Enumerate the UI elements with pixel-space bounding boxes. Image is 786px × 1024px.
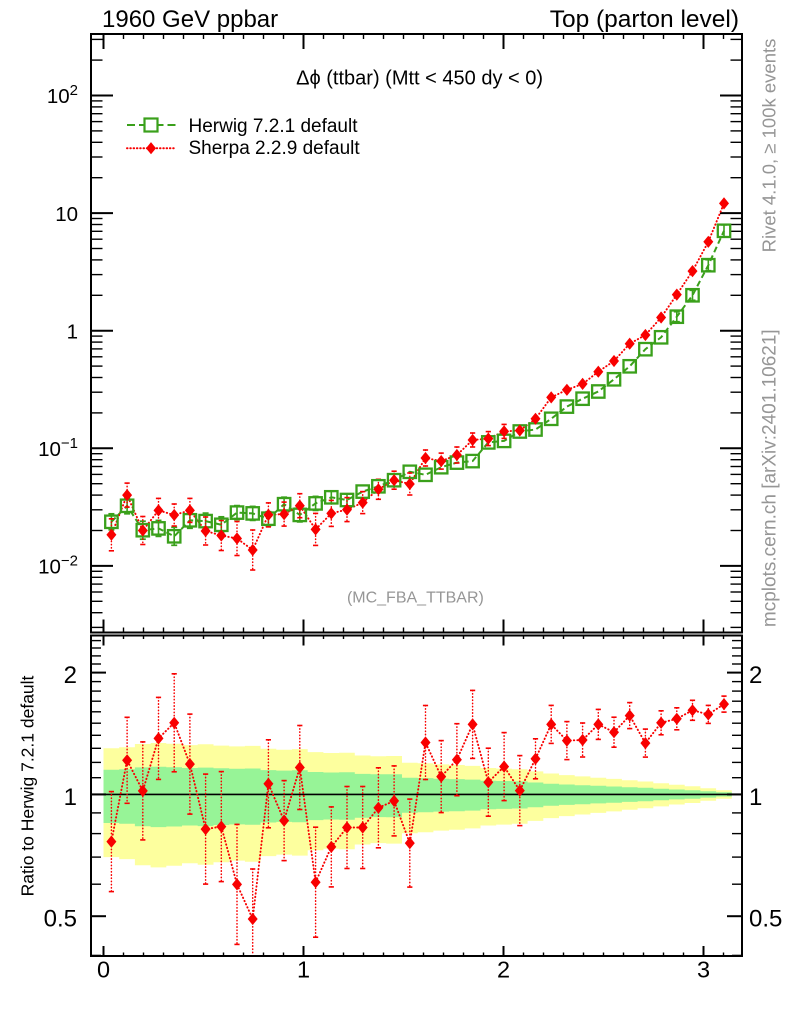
svg-text:1960 GeV ppbar: 1960 GeV ppbar: [102, 6, 278, 33]
svg-text:Herwig 7.2.1 default: Herwig 7.2.1 default: [189, 116, 359, 137]
svg-text:2: 2: [749, 662, 762, 689]
svg-text:1: 1: [297, 957, 310, 983]
svg-text:Sherpa 2.2.9 default: Sherpa 2.2.9 default: [189, 138, 361, 159]
svg-text:3: 3: [697, 957, 710, 983]
svg-text:1: 1: [67, 320, 78, 343]
svg-text:10: 10: [55, 203, 78, 226]
svg-text:Ratio to Herwig 7.2.1 default: Ratio to Herwig 7.2.1 default: [18, 675, 38, 896]
svg-text:1: 1: [64, 784, 77, 811]
svg-text:2: 2: [64, 662, 77, 689]
svg-text:0.5: 0.5: [749, 906, 782, 933]
svg-text:0.5: 0.5: [44, 906, 77, 933]
svg-text:Δϕ (ttbar) (Mtt < 450 dy < 0): Δϕ (ttbar) (Mtt < 450 dy < 0): [296, 67, 543, 89]
svg-text:2: 2: [497, 957, 510, 983]
svg-text:Rivet 4.1.0, ≥ 100k events: Rivet 4.1.0, ≥ 100k events: [758, 39, 779, 253]
svg-text:mcplots.cern.ch [arXiv:2401.10: mcplots.cern.ch [arXiv:2401.10621]: [759, 329, 780, 627]
svg-text:(MC_FBA_TTBAR): (MC_FBA_TTBAR): [347, 590, 484, 607]
svg-text:0: 0: [97, 957, 110, 983]
svg-text:1: 1: [749, 784, 762, 811]
svg-text:Top (parton level): Top (parton level): [550, 6, 739, 33]
